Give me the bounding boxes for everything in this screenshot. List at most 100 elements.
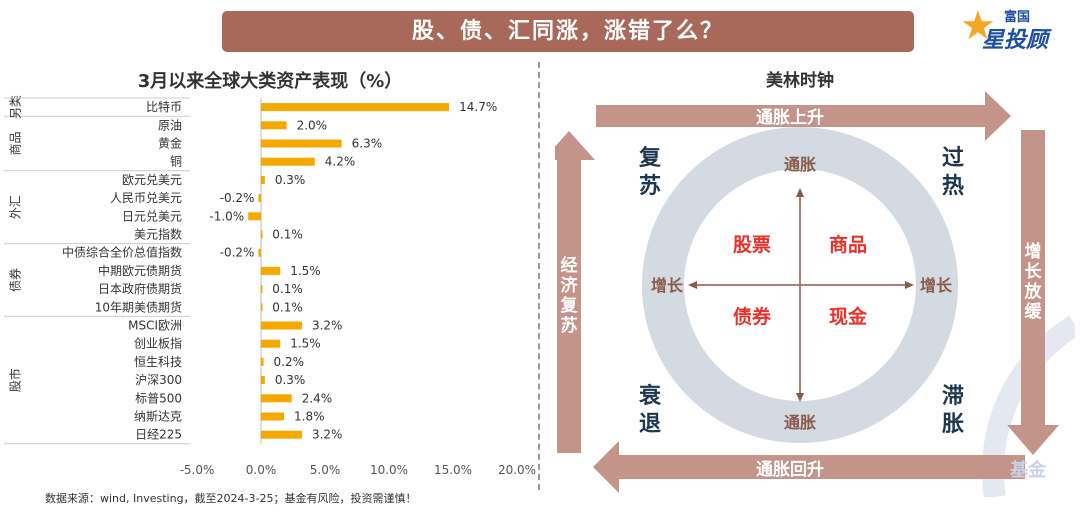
axis-right-label: 增长 [920, 276, 953, 295]
axis-arrowhead [796, 188, 804, 197]
arrow-right-label: 长 [1025, 261, 1043, 282]
bar [248, 212, 261, 221]
arrow-left-label: 苏 [561, 315, 578, 336]
category-label: 10年期美债期货 [95, 299, 182, 314]
category-label: 日经225 [135, 428, 182, 442]
x-tick-label: 5.0% [310, 463, 341, 477]
value-label: 2.4% [302, 391, 333, 405]
value-label: 0.1% [272, 300, 303, 314]
group-label: 商品 [8, 131, 23, 155]
category-label: 美元指数 [134, 227, 182, 242]
asset-bonds-label: 债券 [733, 305, 772, 328]
logo-line1: 富国 [1004, 10, 1031, 25]
source-note: 数据来源：wind, Investing，截至2024-3-25；基金有风险，投… [45, 492, 417, 505]
value-label: 4.2% [325, 155, 356, 169]
category-label: 人民币兑美元 [110, 191, 182, 205]
bar [258, 194, 261, 203]
value-label: 3.2% [312, 428, 343, 442]
category-label: 日本政府债期货 [98, 281, 182, 296]
axis-arrowhead [905, 281, 914, 289]
category-label: 创业板指 [134, 336, 182, 351]
bar [261, 303, 263, 312]
chart-title: 3月以来全球大类资产表现（%） [137, 71, 403, 92]
category-label: MSCI欧洲 [128, 319, 182, 333]
arrow-right-label: 缓 [1025, 301, 1043, 322]
category-label: 恒生科技 [134, 355, 182, 369]
arrow-growth-slowing [1007, 130, 1059, 455]
value-label: 1.5% [290, 337, 321, 351]
category-label: 比特币 [146, 99, 182, 114]
bar [261, 321, 302, 330]
phase-stagflation-label: 滞 [942, 384, 964, 409]
phase-recovery-label: 复 [638, 145, 662, 171]
bar [261, 430, 302, 439]
value-label: -0.2% [220, 191, 255, 205]
watermark-text: 基金 [1010, 460, 1046, 481]
bar [261, 230, 263, 239]
bar [261, 357, 264, 366]
asset-commodities-label: 商品 [829, 233, 867, 256]
value-label: 0.2% [274, 355, 305, 369]
phase-recovery-label: 苏 [639, 173, 661, 199]
arrow-bottom-label: 通胀回升 [756, 460, 824, 480]
value-label: 0.1% [272, 228, 303, 242]
asset-stocks-label: 股票 [733, 234, 771, 256]
value-label: 0.3% [275, 173, 306, 187]
category-label: 欧元兑美元 [122, 173, 182, 187]
bar [261, 376, 265, 385]
brand-logo: ★ 富国 星投顾 [960, 2, 1075, 54]
x-tick-label: 20.0% [498, 463, 536, 477]
bar [261, 339, 281, 348]
category-label: 标普500 [135, 391, 182, 405]
arrow-inflation-up [596, 91, 1011, 141]
page-title: 股、债、汇同涨，涨错了么？ [222, 11, 914, 52]
value-label: -1.0% [209, 209, 244, 223]
x-tick-label: 10.0% [370, 463, 408, 477]
group-label: 外汇 [9, 195, 23, 219]
phase-overheat-label: 过 [942, 146, 964, 171]
group-label: 另类 [9, 95, 23, 119]
arrow-top-label: 通胀上升 [756, 108, 824, 128]
axis-left-label: 增长 [651, 276, 684, 295]
arrow-left-label: 济 [561, 275, 579, 296]
value-label: 1.5% [290, 264, 321, 278]
axis-bottom-label: 通胀 [784, 413, 816, 432]
axis-arrowhead [688, 281, 697, 289]
logo-line2: 星投顾 [982, 28, 1049, 53]
category-label: 中期欧元债期货 [98, 263, 182, 278]
phase-recession-label: 衰 [638, 383, 662, 409]
value-label: 0.1% [272, 282, 303, 296]
value-label: 1.8% [294, 410, 325, 424]
star-icon: ★ [960, 3, 996, 49]
x-tick-label: 15.0% [434, 463, 472, 477]
bar [261, 266, 281, 275]
x-tick-label: 0.0% [246, 463, 277, 477]
category-label: 沪深300 [135, 373, 182, 387]
asset-cash-label: 现金 [829, 305, 868, 328]
bar [261, 412, 285, 421]
bar [261, 394, 292, 403]
group-label: 债券 [8, 268, 23, 292]
arrow-left-label: 经 [561, 255, 578, 276]
arrow-right-label: 放 [1024, 281, 1043, 302]
arrow-inflation-rebound [593, 441, 1025, 493]
bar [261, 139, 342, 148]
category-label: 原油 [158, 118, 182, 132]
asset-performance-chart: 比特币 14.7% 原油 2.0% 黄金 6.3% 铜 4.2% 欧元兑美元 0.3% 人民币兑美元… [4, 95, 536, 477]
bar [261, 175, 265, 184]
phase-overheat-label: 热 [942, 173, 964, 199]
category-label: 日元兑美元 [122, 209, 182, 223]
bar [261, 157, 315, 166]
value-label: 14.7% [459, 100, 497, 114]
category-label: 黄金 [158, 136, 182, 151]
clock-title: 美林时钟 [766, 71, 834, 91]
bar [258, 248, 261, 257]
phase-stagflation-label: 胀 [942, 412, 964, 437]
value-label: -0.2% [220, 246, 255, 260]
group-label: 股市 [8, 368, 23, 392]
category-label: 纳斯达克 [134, 410, 182, 424]
arrow-left-label: 复 [560, 295, 579, 316]
arrow-right-label: 增 [1025, 241, 1042, 262]
x-tick-label: -5.0% [180, 463, 215, 477]
